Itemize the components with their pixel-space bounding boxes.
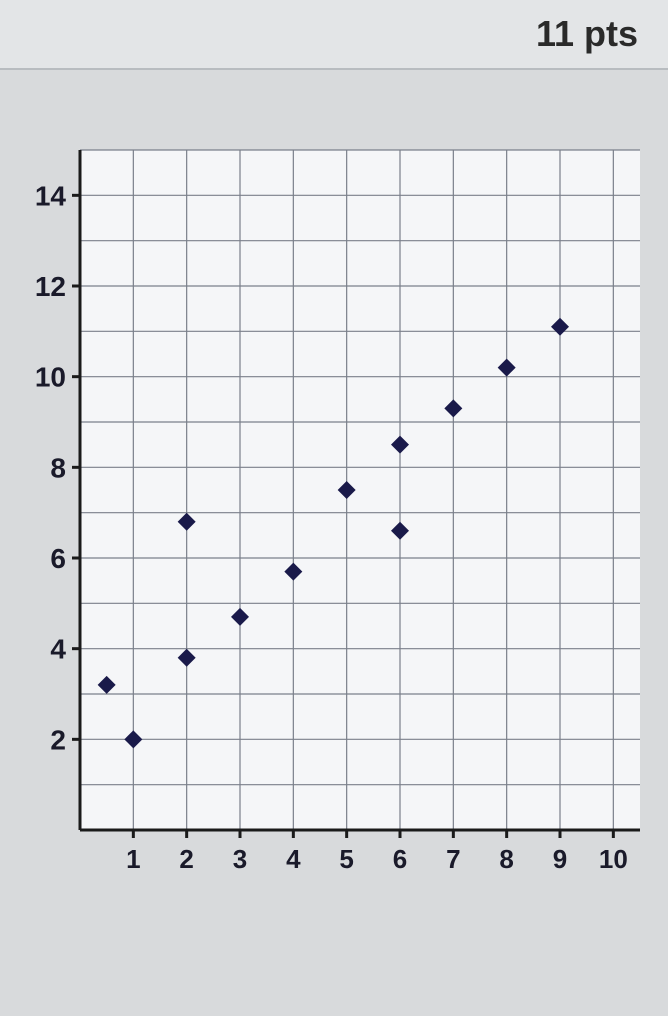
y-tick-label: 10	[35, 362, 66, 393]
x-tick-label: 6	[393, 844, 407, 874]
y-tick-label: 6	[50, 543, 66, 574]
x-tick-label: 1	[126, 844, 140, 874]
y-tick-label: 2	[50, 724, 66, 755]
scatter-chart: 246810121412345678910	[20, 110, 650, 890]
x-tick-label: 8	[499, 844, 513, 874]
y-tick-label: 12	[35, 271, 66, 302]
points-label: 11 pts	[536, 13, 638, 55]
header-bar: 11 pts	[0, 0, 668, 70]
x-tick-label: 7	[446, 844, 460, 874]
x-tick-label: 5	[339, 844, 353, 874]
x-tick-label: 10	[599, 844, 628, 874]
x-tick-label: 3	[233, 844, 247, 874]
x-tick-label: 4	[286, 844, 301, 874]
x-tick-label: 9	[553, 844, 567, 874]
chart-container: 246810121412345678910	[0, 70, 668, 910]
y-tick-label: 14	[35, 180, 67, 211]
x-tick-label: 2	[179, 844, 193, 874]
y-tick-label: 4	[50, 634, 66, 665]
y-tick-label: 8	[50, 452, 66, 483]
